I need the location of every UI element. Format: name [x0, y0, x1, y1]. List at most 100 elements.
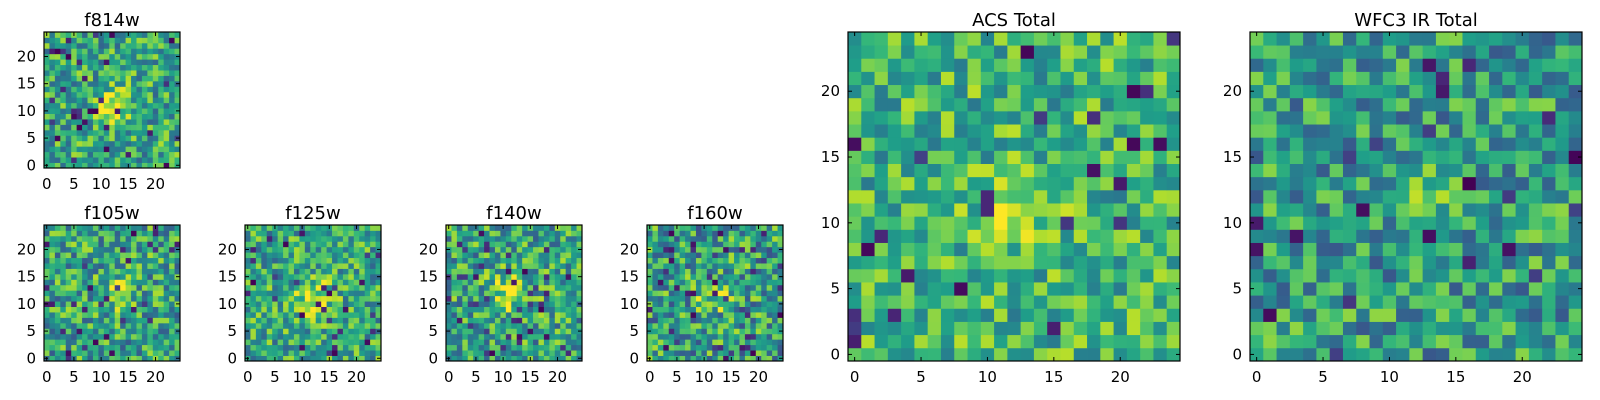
heatmap-cell	[565, 235, 572, 242]
heatmap-cell	[511, 284, 518, 291]
y-tick-label: 10	[620, 295, 639, 313]
heatmap-cell	[152, 241, 159, 248]
heatmap-cell	[120, 235, 126, 242]
heatmap-cell	[1449, 32, 1463, 46]
heatmap-cell	[136, 301, 143, 307]
heatmap-cell	[1033, 347, 1048, 362]
heatmap-cell	[1100, 32, 1114, 46]
heatmap-cell	[901, 124, 915, 138]
heatmap-cell	[65, 322, 72, 329]
heatmap-cell	[1356, 124, 1370, 138]
heatmap-cell	[1060, 229, 1075, 243]
heatmap-cell	[914, 32, 929, 46]
heatmap-cell	[994, 84, 1008, 99]
heatmap-cell	[120, 344, 126, 351]
axis-ticks	[446, 225, 582, 361]
heatmap-cell	[87, 129, 94, 136]
heatmap-cell	[1356, 268, 1370, 283]
heatmap-cell	[954, 347, 968, 362]
heatmap-cell	[1462, 268, 1477, 283]
heatmap-cell	[60, 333, 67, 340]
heatmap-cell	[315, 355, 322, 362]
heatmap-cell	[250, 344, 257, 351]
y-tick-label: 0	[26, 349, 36, 367]
heatmap-cell	[310, 344, 317, 351]
heatmap-cell	[1073, 71, 1088, 86]
heatmap-cell	[927, 163, 942, 178]
heatmap-cell	[98, 91, 105, 98]
panel-title: f105w	[84, 203, 139, 224]
heatmap-cell	[887, 71, 902, 86]
heatmap-cell	[750, 284, 757, 291]
heatmap-cell	[712, 322, 719, 329]
heatmap-cell	[92, 279, 99, 286]
heatmap-cell	[1422, 71, 1437, 86]
heatmap-cell	[109, 146, 116, 153]
heatmap-cell	[1047, 58, 1061, 72]
heatmap-cell	[712, 279, 719, 286]
heatmap-cell	[901, 97, 915, 112]
heatmap-cell	[1263, 334, 1277, 349]
heatmap-cell	[706, 246, 713, 253]
heatmap-cell	[92, 86, 99, 93]
heatmap-cell	[446, 284, 452, 291]
heatmap-cell	[1289, 242, 1304, 257]
heatmap-cell	[310, 339, 317, 346]
heatmap-cell	[326, 284, 333, 291]
heatmap-cell	[288, 344, 295, 351]
heatmap-cell	[861, 137, 875, 151]
heatmap-cell	[1342, 334, 1357, 349]
heatmap-cell	[668, 344, 675, 351]
heatmap-cell	[560, 322, 567, 329]
heatmap-cell	[158, 140, 165, 147]
heatmap-cell	[1528, 84, 1543, 99]
heatmap-cell	[484, 333, 490, 340]
heatmap-cell	[1020, 84, 1035, 99]
heatmap-cell	[125, 135, 132, 142]
heatmap-cell	[1263, 97, 1277, 112]
heatmap-cell	[1502, 229, 1516, 243]
heatmap-cell	[954, 97, 968, 112]
heatmap-cell	[927, 308, 942, 322]
heatmap-cell	[744, 350, 751, 356]
heatmap-cell	[49, 48, 56, 55]
heatmap-cell	[359, 350, 366, 356]
heatmap-cell	[131, 64, 137, 71]
y-tick-label: 0	[227, 349, 237, 367]
heatmap-cell	[1329, 334, 1344, 349]
heatmap-cell	[861, 268, 875, 283]
heatmap-cell	[484, 230, 490, 237]
heatmap-cell	[1007, 189, 1022, 204]
heatmap-cell	[1263, 163, 1277, 178]
heatmap-cell	[92, 290, 99, 297]
heatmap-cell	[560, 350, 567, 356]
heatmap-cell	[766, 350, 773, 356]
heatmap-cell	[1329, 189, 1344, 204]
heatmap-cell	[516, 312, 523, 318]
heatmap-cell	[375, 284, 382, 291]
heatmap-cell	[1033, 45, 1048, 59]
heatmap-cell	[92, 284, 99, 291]
heatmap-cell	[940, 71, 955, 86]
heatmap-cell	[1263, 229, 1277, 243]
heatmap-cell	[158, 317, 165, 324]
heatmap-cell	[690, 246, 697, 253]
heatmap-cell	[1489, 176, 1503, 191]
heatmap-cell	[874, 229, 889, 243]
heatmap-cell	[657, 301, 664, 307]
heatmap-cell	[1329, 124, 1344, 138]
heatmap-cell	[103, 263, 110, 269]
heatmap-cell	[527, 246, 534, 253]
heatmap-cell	[332, 355, 338, 362]
heatmap-cell	[1542, 255, 1556, 270]
heatmap-cell	[1113, 268, 1128, 283]
heatmap-cell	[261, 235, 268, 242]
plot-frame	[646, 224, 784, 362]
heatmap-cell	[1126, 58, 1141, 72]
heatmap-cell	[576, 279, 583, 286]
heatmap-cell	[299, 290, 306, 297]
heatmap-cell	[54, 284, 61, 291]
heatmap-cell	[266, 333, 273, 340]
heatmap-cell	[1100, 163, 1114, 178]
heatmap-cells	[245, 225, 382, 362]
